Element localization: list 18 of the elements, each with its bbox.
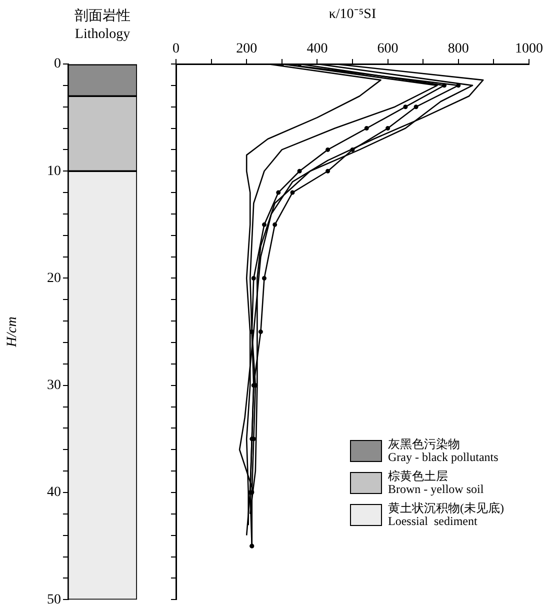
- legend-label: 灰黑色污染物 Gray - black pollutants: [388, 437, 498, 464]
- x-tick-label: 200: [236, 41, 258, 56]
- x-tick-label: 400: [306, 41, 328, 56]
- y-tick-label: 0: [54, 56, 61, 72]
- chart-title: 剖面岩性 Lithology: [74, 8, 130, 42]
- y-axis-title: H/cm: [5, 316, 20, 348]
- y-tick-label: 10: [47, 164, 61, 179]
- y-tick-label: 50: [47, 592, 61, 608]
- x-tick-label: 800: [448, 41, 469, 56]
- legend-label: 棕黄色土层 Brown - yellow soil: [388, 469, 484, 496]
- text: 黄土状沉积物(未见底) Loessial sediment: [388, 501, 504, 528]
- x-tick-label: 1000: [515, 41, 543, 56]
- y-tick-label: 20: [47, 270, 61, 286]
- y-tick-label: 30: [47, 378, 61, 394]
- x-axis-title: κ/10⁻⁵SI: [328, 7, 376, 22]
- x-tick-label: 0: [172, 41, 180, 56]
- x-tick-label: 600: [377, 41, 398, 56]
- y-tick-label: 40: [47, 485, 61, 500]
